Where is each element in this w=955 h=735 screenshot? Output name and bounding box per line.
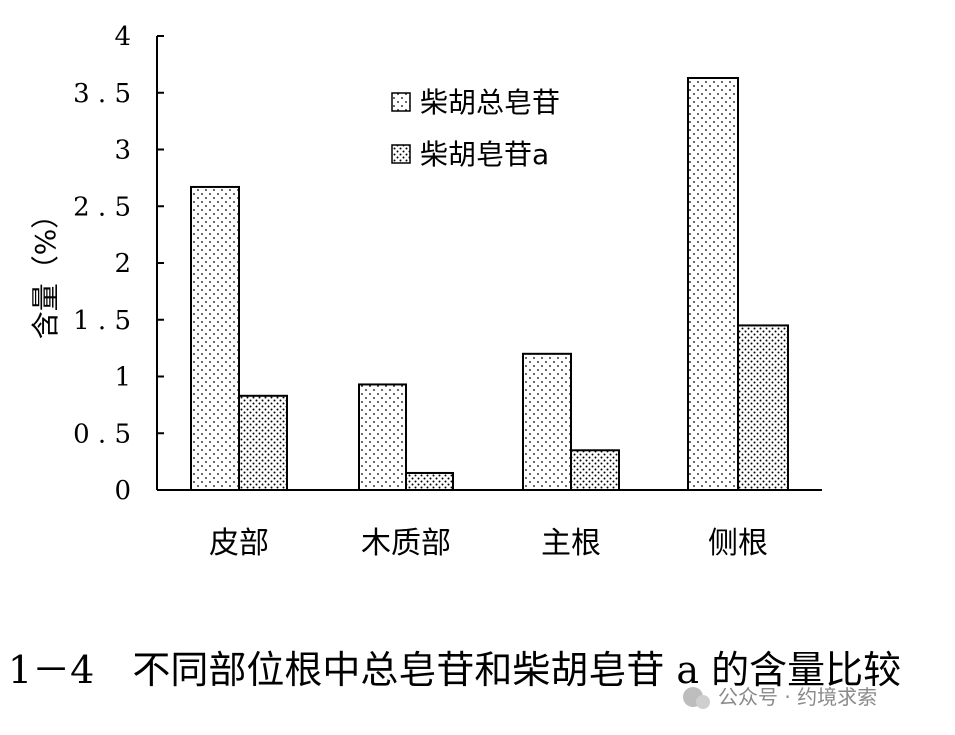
legend-label-total-saponin: 柴胡总皂苷	[420, 86, 560, 119]
y-tick-label: 1	[114, 363, 131, 393]
x-category-label: 木质部	[361, 526, 451, 561]
x-category-label: 主根	[541, 526, 601, 561]
bar-total-saponin	[522, 352, 572, 491]
y-tick-label: 0 . 5	[73, 419, 131, 449]
bar-total-saponin	[358, 383, 407, 492]
legend-swatch-saikosaponin-a	[391, 144, 411, 164]
bar-saikosaponin-a	[737, 324, 789, 491]
y-tick-label: 1 . 5	[73, 306, 131, 336]
x-category-label: 皮部	[209, 526, 269, 561]
x-category-label: 侧根	[708, 526, 768, 561]
legend-swatch-total-saponin	[391, 92, 411, 112]
legend: 柴胡总皂苷 柴胡皂苷a	[391, 86, 560, 171]
legend-label-saikosaponin-a: 柴胡皂苷a	[420, 138, 549, 171]
y-tick-label: 4	[114, 22, 131, 52]
bar-total-saponin	[190, 185, 240, 492]
wechat-icon-bubble	[696, 695, 710, 709]
watermark: 公众号 · 约境求索	[683, 685, 877, 709]
bar-saikosaponin-a	[238, 394, 288, 492]
y-axis-label: 含量（%）	[29, 201, 62, 340]
x-axis-categories: 皮部 木质部 主根 侧根	[209, 526, 768, 561]
bar-saikosaponin-a	[405, 471, 454, 492]
watermark-text: 公众号 · 约境求索	[718, 685, 877, 709]
bar-total-saponin	[687, 76, 739, 492]
y-tick-label: 0	[114, 476, 131, 506]
bars	[190, 76, 789, 492]
bar-saikosaponin-a	[570, 449, 620, 491]
y-tick-label: 2	[114, 249, 131, 279]
y-axis-ticks: 0 0 . 5 1 1 . 5 2 2 . 5 3 3 . 5 4	[73, 22, 164, 506]
y-tick-label: 2 . 5	[73, 192, 131, 222]
y-tick-label: 3 . 5	[73, 79, 131, 109]
y-tick-label: 3	[114, 136, 131, 166]
figure-caption: 1－4 不同部位根中总皂苷和柴胡皂苷 a 的含量比较	[8, 648, 901, 692]
